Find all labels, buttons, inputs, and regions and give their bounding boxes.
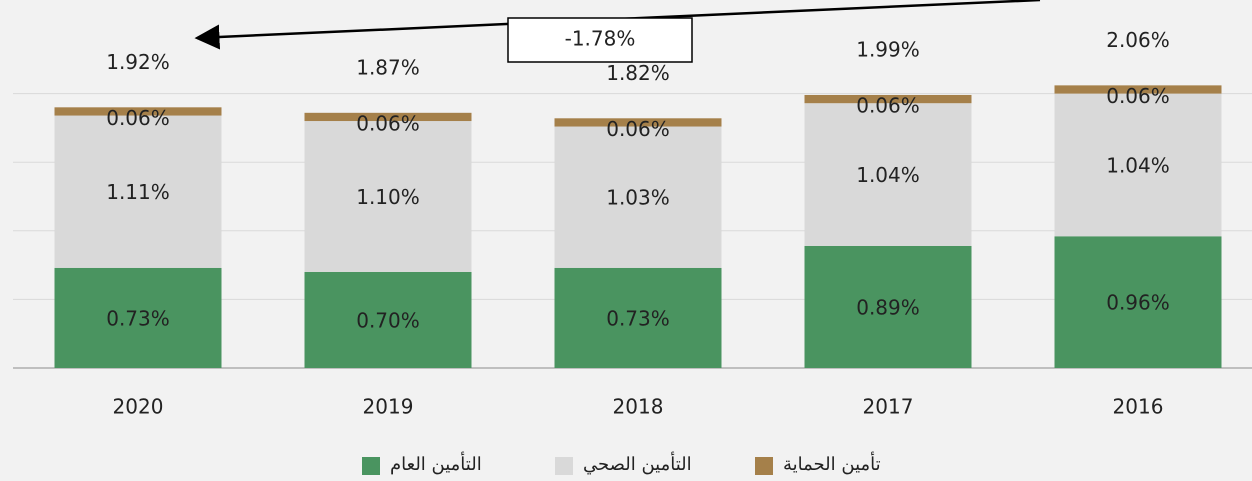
bar-segment	[804, 94, 972, 104]
x-tick-label: 2017	[863, 395, 914, 419]
data-label: 0.06%	[606, 117, 670, 141]
total-label: 1.82%	[606, 61, 670, 85]
data-label: 0.89%	[856, 295, 920, 319]
data-label: 1.11%	[106, 180, 170, 204]
data-label: 0.06%	[1106, 84, 1170, 108]
annotation-box	[507, 17, 693, 63]
bar-segment	[304, 121, 472, 272]
bar-segment	[304, 271, 472, 368]
bar-segment	[804, 103, 972, 246]
legend-label: التأمين الصحي	[583, 451, 692, 475]
bar-segment	[54, 107, 222, 116]
x-tick-label: 2016	[1113, 395, 1164, 419]
bar-segment	[804, 245, 972, 368]
data-label: 0.73%	[606, 306, 670, 330]
data-label: 1.03%	[606, 186, 670, 210]
legend-label: التأمين العام	[390, 451, 482, 475]
x-tick-label: 2019	[363, 395, 414, 419]
total-label: 1.99%	[856, 37, 920, 61]
data-label: 1.10%	[356, 185, 420, 209]
bar-segment	[1054, 85, 1222, 94]
legend-swatch	[555, 457, 573, 475]
data-label: 0.06%	[106, 106, 170, 130]
x-tick-label: 2018	[613, 395, 664, 419]
bar-segment	[54, 115, 222, 268]
x-tick-label: 2020	[113, 395, 164, 419]
bar-segment	[554, 118, 722, 127]
total-label: 1.92%	[106, 50, 170, 74]
bar-segment	[1054, 236, 1222, 368]
bar-segment	[304, 112, 472, 122]
legend-label: تأمين الحماية	[783, 451, 881, 475]
total-label: 2.06%	[1106, 28, 1170, 52]
bar-segment	[554, 267, 722, 368]
data-label: 1.04%	[1106, 153, 1170, 177]
data-label: 0.06%	[856, 93, 920, 117]
annotation: -1.78%	[565, 27, 636, 51]
bar-segment	[54, 267, 222, 368]
legend-swatch	[362, 457, 380, 475]
data-label: 1.04%	[856, 163, 920, 187]
data-label: 0.96%	[1106, 291, 1170, 315]
bar-segment	[1054, 93, 1222, 237]
data-label: 0.06%	[356, 111, 420, 135]
data-label: 0.73%	[106, 306, 170, 330]
bar-segment	[554, 126, 722, 268]
total-label: 1.87%	[356, 55, 420, 79]
data-label: 0.70%	[356, 308, 420, 332]
legend-swatch	[755, 457, 773, 475]
